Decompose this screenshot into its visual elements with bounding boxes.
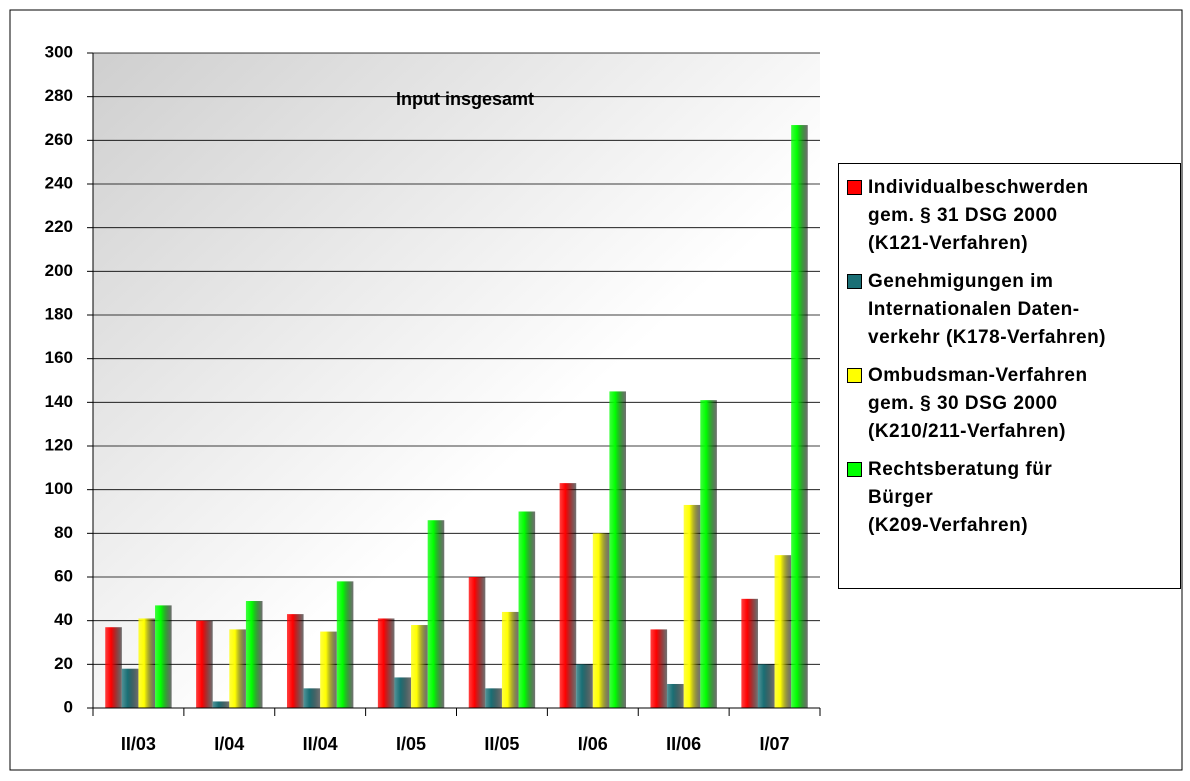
legend-entry: Individualbeschwerden gem. § 31 DSG 2000…: [847, 174, 1172, 258]
x-tick-label: II/06: [666, 734, 701, 754]
bar: [791, 125, 808, 709]
bar: [336, 581, 354, 708]
bar: [411, 625, 428, 708]
y-tick-label: 240: [45, 173, 73, 192]
legend-label: Rechtsberatung für Bürger (K209-Verfahre…: [868, 459, 1053, 536]
y-tick-label: 220: [45, 217, 73, 236]
y-tick-label: 100: [45, 479, 73, 498]
bar: [196, 620, 213, 708]
x-tick-label: II/03: [121, 734, 156, 754]
y-tick-label: 0: [64, 697, 73, 716]
legend-label: Individualbeschwerden gem. § 31 DSG 2000…: [868, 177, 1089, 254]
legend-swatch: [847, 368, 862, 383]
bar: [700, 400, 717, 708]
bar: [485, 688, 502, 708]
legend-label: Genehmigungen im Internationalen Daten- …: [868, 271, 1106, 348]
y-tick-label: 300: [45, 42, 73, 61]
x-tick-label: I/04: [214, 734, 244, 754]
x-tick-label: I/07: [760, 734, 790, 754]
legend-swatch: [847, 274, 862, 289]
bar: [320, 631, 337, 708]
bar: [286, 614, 304, 708]
bar: [245, 601, 263, 708]
bar: [741, 598, 758, 708]
bar: [518, 511, 536, 708]
y-tick-label: 140: [45, 392, 73, 411]
bar: [229, 629, 246, 708]
x-tick-label: I/06: [578, 734, 608, 754]
bar: [559, 483, 577, 708]
bar: [394, 677, 412, 708]
y-tick-label: 120: [45, 435, 73, 454]
bar: [592, 533, 610, 708]
bar: [667, 683, 684, 708]
bar: [468, 577, 486, 708]
bar: [155, 605, 172, 708]
bar: [138, 618, 156, 708]
legend-entry: Ombudsman-Verfahren gem. § 30 DSG 2000 (…: [847, 362, 1172, 446]
y-tick-label: 160: [45, 348, 73, 367]
y-tick-label: 80: [54, 523, 73, 542]
bar: [121, 668, 139, 708]
bar: [774, 555, 792, 708]
x-tick-label: II/05: [484, 734, 519, 754]
legend: Individualbeschwerden gem. § 31 DSG 2000…: [838, 163, 1181, 589]
bar: [427, 520, 445, 708]
bar: [501, 611, 519, 708]
bar: [650, 629, 668, 708]
legend-label: Ombudsman-Verfahren gem. § 30 DSG 2000 (…: [868, 365, 1088, 442]
bar: [212, 701, 230, 708]
y-tick-label: 60: [54, 566, 73, 585]
y-tick-label: 280: [45, 86, 73, 105]
x-tick-label: II/04: [303, 734, 338, 754]
bar: [303, 688, 321, 708]
x-tick-label: I/05: [396, 734, 426, 754]
y-tick-label: 180: [45, 304, 73, 323]
y-tick-label: 260: [45, 130, 73, 149]
legend-swatch: [847, 462, 862, 477]
bar: [757, 664, 775, 708]
bar: [609, 391, 627, 708]
bar: [105, 627, 122, 708]
legend-entry: Genehmigungen im Internationalen Daten- …: [847, 268, 1172, 352]
bar: [576, 664, 593, 708]
bar: [683, 504, 701, 708]
bar: [377, 618, 395, 708]
y-tick-label: 200: [45, 261, 73, 280]
y-tick-label: 40: [54, 610, 73, 629]
chart-title: Input insgesamt: [396, 89, 534, 109]
legend-swatch: [847, 180, 862, 195]
legend-entry: Rechtsberatung für Bürger (K209-Verfahre…: [847, 456, 1172, 540]
y-tick-label: 20: [54, 654, 73, 673]
